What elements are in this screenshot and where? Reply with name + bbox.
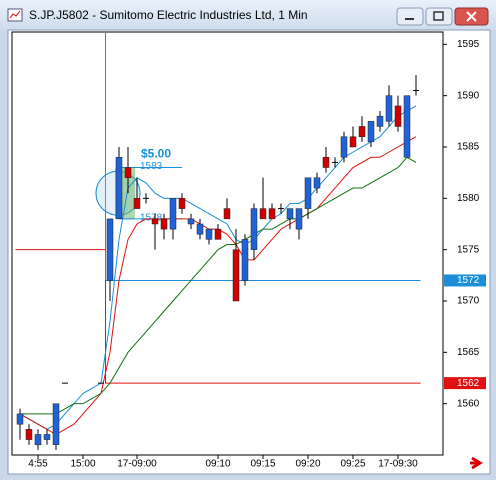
candle-body <box>133 198 141 209</box>
annotation-label: $5.00 <box>141 147 171 161</box>
candle-body <box>214 228 222 240</box>
level-line <box>15 249 421 384</box>
candle-body <box>259 208 267 220</box>
candle-body <box>124 167 132 179</box>
level-badge-label: 1572 <box>457 275 480 286</box>
moving-average <box>19 105 417 430</box>
candle-body <box>205 228 213 240</box>
annotation-level-label: 1583 <box>140 161 163 172</box>
candle-body <box>160 218 168 230</box>
x-tick-label: 09:15 <box>250 459 275 470</box>
level-badge-label: 1562 <box>457 378 480 389</box>
candle-body <box>232 249 240 302</box>
candle-body <box>16 413 24 425</box>
candle-body <box>241 239 249 281</box>
candle-body <box>52 403 60 445</box>
candle-body <box>295 208 303 230</box>
plot-area <box>11 31 444 456</box>
candle-body <box>340 136 348 158</box>
level-badge <box>444 274 486 287</box>
candle-body <box>43 434 51 440</box>
app-icon <box>7 8 23 22</box>
moving-average <box>20 156 417 415</box>
x-tick-label: 17-09:00 <box>117 459 157 470</box>
candle-body <box>106 218 114 281</box>
minimize-button[interactable] <box>396 7 424 26</box>
y-tick-label: 1570 <box>457 296 480 307</box>
candle-body <box>25 429 33 440</box>
y-tick-label: 1565 <box>457 347 480 358</box>
candle-body <box>367 121 375 143</box>
y-tick-label: 1585 <box>457 142 480 153</box>
candle-body <box>250 208 258 250</box>
candle-body <box>223 208 231 220</box>
candle-body <box>313 177 321 189</box>
candle-body <box>151 218 159 225</box>
y-tick-label: 1575 <box>457 244 480 255</box>
y-tick-label: 1595 <box>457 39 480 50</box>
x-tick-label: 09:20 <box>295 459 320 470</box>
x-tick-label: 09:25 <box>340 459 365 470</box>
window-title: S.JP.J5802 - Sumitomo Electric Industrie… <box>29 8 308 22</box>
y-tick-label: 1580 <box>457 193 480 204</box>
axes: 1560 1565 1570 1575 1580 1585 1590 1595 4:55 15:0… <box>28 39 486 470</box>
candle-body <box>268 208 276 220</box>
candle-body <box>196 223 204 235</box>
candle-body <box>34 434 42 445</box>
annotation-level-label: 1578 <box>140 212 163 223</box>
maximize-button[interactable] <box>425 7 453 26</box>
level-badge <box>444 377 486 390</box>
candle-body <box>358 126 366 137</box>
candle-body <box>187 218 195 225</box>
candle-body <box>349 136 357 148</box>
scroll-arrow[interactable] <box>470 456 483 470</box>
candle-body <box>403 95 411 158</box>
y-tick-label: 1560 <box>457 398 480 409</box>
candle-body <box>115 157 123 220</box>
candle-body <box>169 198 177 230</box>
candle-body <box>304 177 312 209</box>
x-tick-label: 4:55 <box>28 459 48 470</box>
x-tick-label: 15:00 <box>70 459 95 470</box>
candle-body <box>322 157 330 168</box>
candle-body <box>385 95 393 122</box>
close-button[interactable] <box>454 7 489 26</box>
y-tick-label: 1590 <box>457 90 480 101</box>
candle-body <box>178 198 186 209</box>
plot: 1583 1578 $5.00 <box>15 32 421 450</box>
x-tick-label: 17-09:30 <box>378 459 418 470</box>
candle-body <box>394 105 402 127</box>
candle-body <box>376 115 384 127</box>
candle-body <box>286 208 294 220</box>
x-tick-label: 09:10 <box>205 459 230 470</box>
